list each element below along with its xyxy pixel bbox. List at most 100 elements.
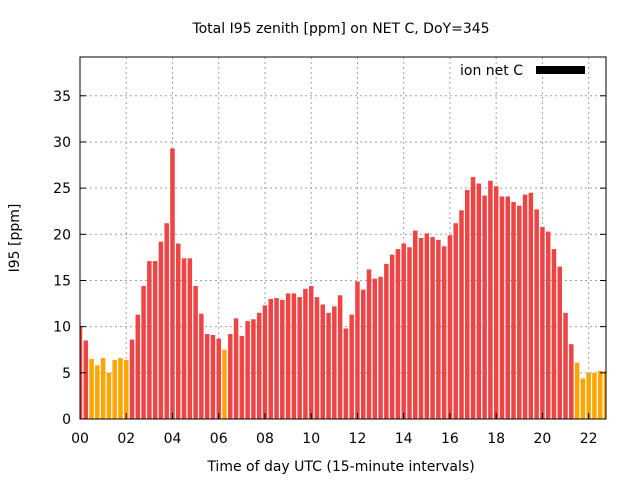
bar <box>470 177 476 419</box>
bar <box>280 299 285 419</box>
bar <box>534 209 539 419</box>
bar <box>395 249 401 419</box>
bar <box>482 195 487 419</box>
bar <box>453 223 458 419</box>
y-tick-label: 10 <box>53 320 71 336</box>
bar <box>199 313 204 419</box>
bar <box>580 378 586 419</box>
bar <box>228 334 233 419</box>
bar <box>314 297 320 419</box>
bar <box>569 344 574 419</box>
bar <box>106 372 112 419</box>
bar <box>129 339 135 419</box>
bar <box>343 328 349 419</box>
bar <box>337 295 343 419</box>
bar <box>384 263 389 419</box>
bar <box>158 241 164 419</box>
y-tick-label: 20 <box>53 227 71 243</box>
bar <box>164 223 169 419</box>
bar <box>360 289 366 419</box>
chart-title: Total I95 zenith [ppm] on NET C, DoY=345 <box>191 21 489 37</box>
x-axis: 00 02 04 06 08 10 12 14 16 18 20 22 <box>71 413 598 447</box>
bar <box>603 370 606 419</box>
x-tick-label: 16 <box>441 431 459 447</box>
bar <box>170 148 175 419</box>
bar <box>493 186 499 419</box>
x-tick-label: 04 <box>164 431 182 447</box>
bar <box>488 180 493 419</box>
bar <box>233 318 239 419</box>
bar <box>436 239 441 419</box>
bar <box>505 196 510 419</box>
bar <box>176 243 181 419</box>
bar <box>372 278 378 419</box>
bar <box>355 281 360 419</box>
bar <box>465 189 470 419</box>
bar <box>592 372 597 419</box>
bar <box>418 238 424 419</box>
x-tick-label: 00 <box>71 431 89 447</box>
x-tick-label: 12 <box>349 431 367 447</box>
bar <box>545 231 551 419</box>
bar <box>256 312 262 419</box>
bar <box>118 358 123 419</box>
bar <box>123 359 129 419</box>
bar <box>291 293 297 419</box>
y-tick-label: 25 <box>53 181 71 197</box>
bar <box>141 286 146 419</box>
bar <box>551 249 557 419</box>
bar <box>401 243 406 419</box>
bar <box>557 266 563 419</box>
bar <box>251 319 256 419</box>
bar <box>476 183 482 419</box>
bar <box>285 293 291 419</box>
bar <box>326 312 331 419</box>
bar <box>210 334 216 419</box>
bar <box>430 237 435 419</box>
bar <box>152 261 158 419</box>
bar <box>297 297 302 419</box>
bar <box>563 312 568 419</box>
bar <box>522 194 528 419</box>
bar <box>135 314 141 419</box>
bar <box>274 298 279 419</box>
bar <box>441 246 447 419</box>
x-tick-label: 06 <box>210 431 228 447</box>
bar <box>528 192 534 419</box>
bar <box>89 358 94 419</box>
x-tick-label: 02 <box>117 431 135 447</box>
y-tick-label: 35 <box>53 89 71 105</box>
bar <box>499 196 505 419</box>
x-tick-label: 20 <box>534 431 552 447</box>
bar <box>407 247 412 419</box>
y-tick-label: 5 <box>62 366 71 382</box>
y-axis-label: I95 [ppm] <box>7 204 23 273</box>
x-tick-label: 14 <box>395 431 413 447</box>
bar <box>100 358 106 419</box>
bar <box>268 298 274 419</box>
bar <box>320 304 326 419</box>
bar <box>147 261 152 419</box>
bar <box>459 210 464 419</box>
bar <box>349 314 354 419</box>
bar <box>187 258 193 419</box>
legend-label: ion net C <box>460 63 523 79</box>
x-tick-label: 10 <box>302 431 320 447</box>
bar <box>239 335 245 419</box>
bar <box>378 276 383 419</box>
bar <box>447 235 453 419</box>
bar <box>424 233 430 419</box>
bar <box>95 365 100 419</box>
legend-swatch <box>536 66 585 74</box>
bar <box>222 349 227 419</box>
bar <box>245 321 250 419</box>
x-tick-label: 08 <box>256 431 274 447</box>
bars <box>80 148 606 419</box>
bar <box>511 201 516 419</box>
y-axis: 0 5 10 15 20 25 30 35 <box>53 89 606 428</box>
bar <box>540 226 545 419</box>
bar <box>366 269 372 419</box>
bar <box>574 362 580 419</box>
y-tick-label: 15 <box>53 273 71 289</box>
